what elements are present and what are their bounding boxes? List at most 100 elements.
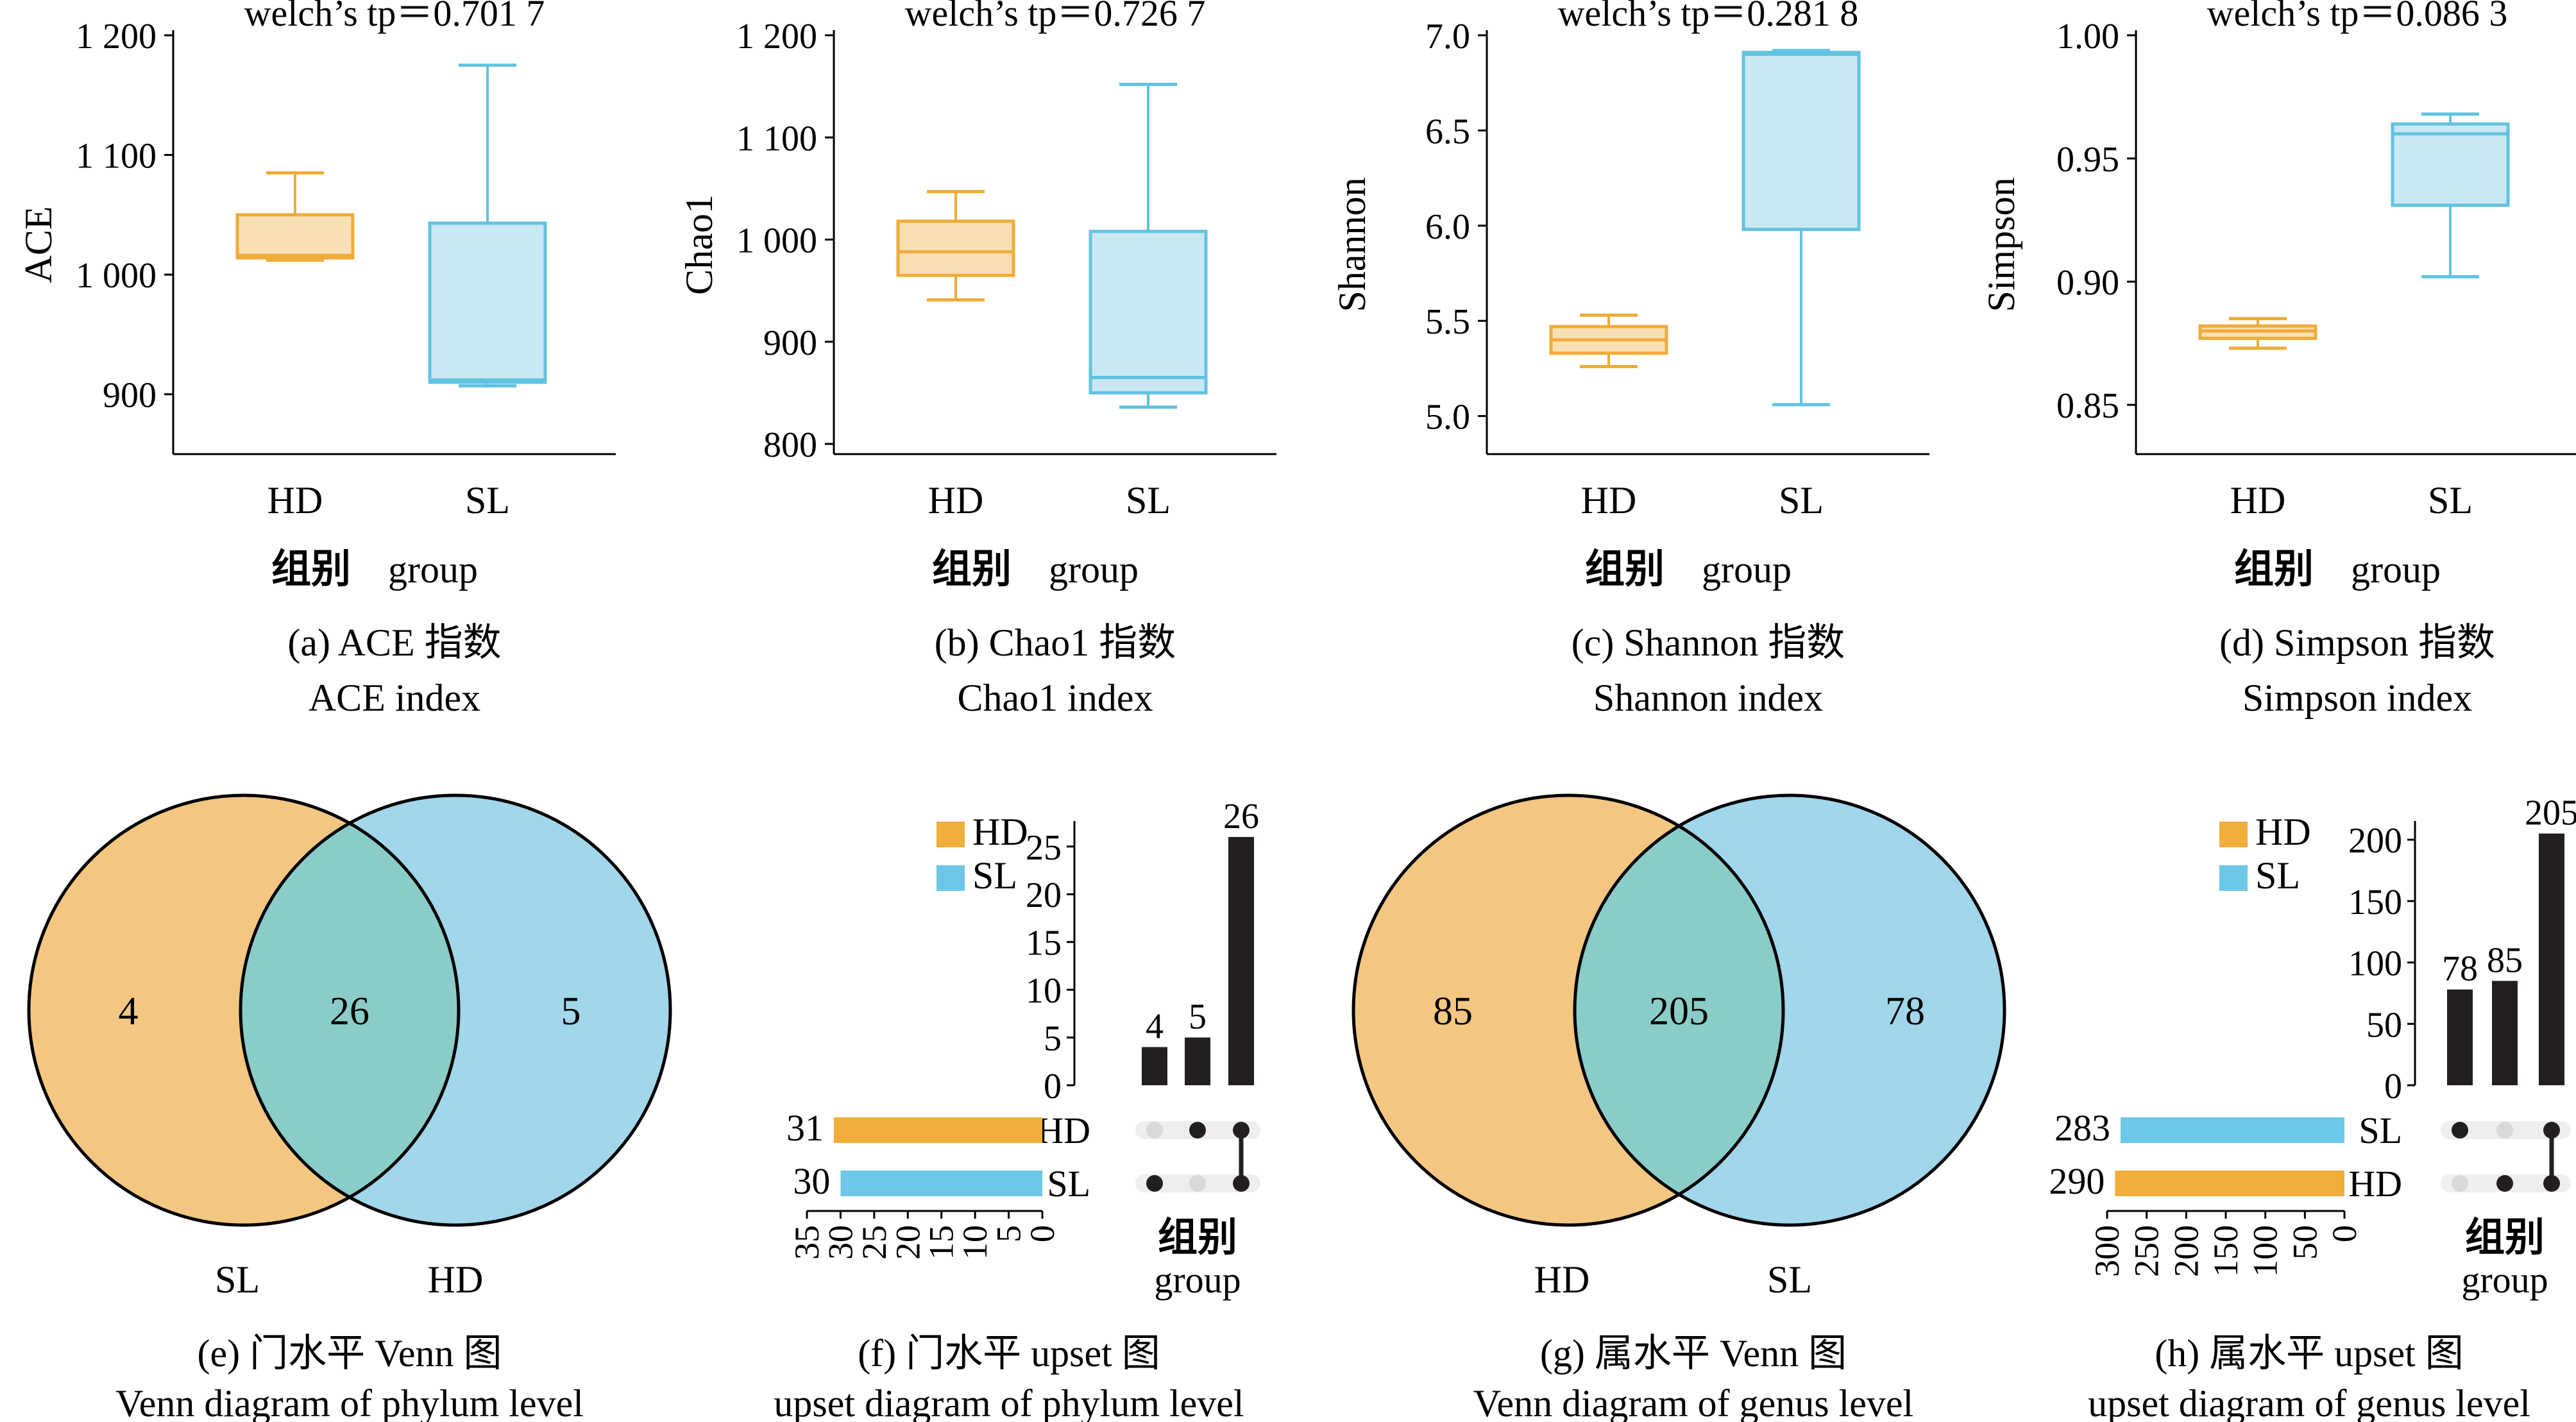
group-label-cn: 组别	[2465, 1215, 2545, 1260]
dot-filled	[2452, 1122, 2468, 1138]
y-tick-label: 1 200	[76, 17, 157, 56]
x-tick-label: 50	[2285, 1225, 2324, 1260]
y-tick-label: 5.5	[1425, 302, 1470, 342]
y-axis-label: Shannon	[1331, 178, 1373, 312]
group-label-en: group	[1154, 1259, 1241, 1301]
y-tick-label: 1 000	[76, 256, 157, 296]
set-size-bar-HD	[2115, 1171, 2344, 1196]
y-tick-label: 900	[103, 376, 157, 416]
venn-set-label: SL	[215, 1258, 260, 1301]
x-tick-label: 200	[2167, 1225, 2205, 1277]
caption-en: Venn diagram of genus level	[1473, 1382, 1913, 1422]
venn-set-label: HD	[1534, 1258, 1590, 1301]
p-value-annotation: welch’s tp＝0.701 7	[244, 0, 545, 34]
x-axis-label-cn: 组别	[2234, 547, 2314, 591]
x-tick-label: 20	[888, 1225, 927, 1260]
x-tick-label: 150	[2207, 1225, 2245, 1277]
x-axis-label-en: group	[1702, 548, 1792, 591]
venn-set-label: SL	[1767, 1258, 1812, 1301]
y-tick-label: 1 100	[76, 137, 157, 176]
set-size-bar-HD	[833, 1117, 1042, 1143]
venn-panel-g: 85 205 78 HD SL (g) 属水平 Venn 图 Venn diagram of…	[1352, 793, 2006, 1422]
venn-outline	[1573, 793, 2006, 1227]
x-category-label: SL	[1779, 479, 1824, 521]
venn-count-right: 5	[561, 990, 581, 1033]
y-tick-label: 0	[1044, 1067, 1062, 1106]
legend-swatch-SL	[2219, 865, 2248, 891]
caption-cn: (b) Chao1 指数	[935, 622, 1176, 664]
box-HD	[896, 219, 1015, 277]
box-SL	[1089, 230, 1208, 394]
x-axis-label-en: group	[2351, 548, 2441, 591]
y-tick-label: 5.0	[1425, 398, 1470, 437]
caption-en: ACE index	[309, 677, 480, 719]
x-tick-label: 0	[2325, 1225, 2364, 1242]
caption-cn: (e) 门水平 Venn 图	[198, 1332, 502, 1375]
set-size-value: 290	[2049, 1160, 2105, 1202]
caption-cn: (g) 属水平 Venn 图	[1540, 1332, 1847, 1375]
dot-filled	[1189, 1122, 1206, 1138]
x-tick-label: 5	[990, 1225, 1028, 1242]
box-HD	[235, 213, 355, 260]
caption-en: upset diagram of phylum level	[774, 1382, 1244, 1422]
boxplot-panel-c: 5.0 5.5 6.0 6.5 7.0 Shannon welch’s tp＝0.281 8…	[1331, 0, 1929, 719]
dot-empty	[1189, 1175, 1206, 1192]
x-axis-label-cn: 组别	[932, 547, 1012, 591]
venn-count-intersection: 26	[330, 990, 369, 1033]
legend-label: SL	[2255, 854, 2300, 897]
x-tick-label: 10	[956, 1225, 994, 1260]
p-value-annotation: welch’s tp＝0.726 7	[905, 0, 1206, 34]
venn-count-left: 85	[1433, 990, 1473, 1033]
y-tick-label: 100	[2348, 944, 2402, 984]
y-tick-label: 0.85	[2056, 386, 2119, 426]
y-tick-label: 800	[763, 425, 817, 465]
caption-en: Simpson index	[2242, 677, 2472, 719]
x-tick-label: 30	[821, 1225, 860, 1260]
y-tick-label: 0	[2384, 1067, 2402, 1106]
legend-swatch-SL	[936, 865, 965, 891]
boxplot-panel-a: 900 1 000 1 100 1 200 ACE welch’s tp＝0.701 7 H…	[17, 0, 616, 719]
venn-outline	[239, 793, 672, 1227]
caption-en: Shannon index	[1593, 677, 1823, 719]
intersection-bar-label: 78	[2442, 949, 2478, 989]
caption-cn: (h) 属水平 upset 图	[2155, 1332, 2464, 1375]
box-SL	[2391, 122, 2510, 207]
intersection-bar-label: 205	[2525, 793, 2576, 833]
dot-empty	[2496, 1122, 2513, 1138]
dot-empty	[2452, 1175, 2468, 1192]
y-tick-label: 7.0	[1425, 17, 1470, 56]
y-tick-label: 50	[2366, 1005, 2402, 1045]
caption-en: Chao1 index	[958, 677, 1153, 719]
intersection-bar-label: 4	[1146, 1006, 1164, 1046]
x-category-label: HD	[928, 479, 984, 521]
y-tick-label: 6.5	[1425, 112, 1470, 151]
dot-row-label: HD	[2348, 1163, 2402, 1205]
box-SL	[1741, 51, 1861, 232]
intersection-bar	[1142, 1047, 1167, 1085]
caption-cn: (f) 门水平 upset 图	[858, 1332, 1160, 1375]
dot-filled	[1146, 1175, 1163, 1192]
boxplot-panel-b: 800 900 1 000 1 100 1 200 Chao1 welch’s tp＝0.7…	[678, 0, 1276, 719]
y-tick-label: 20	[1026, 876, 1062, 915]
x-tick-label: 25	[855, 1225, 894, 1260]
intersection-bar	[1185, 1037, 1210, 1085]
x-tick-label: 100	[2246, 1225, 2285, 1277]
legend-label: SL	[972, 854, 1017, 897]
venn-panel-e: 4 26 5 SL HD (e) 门水平 Venn 图 Venn diagram of ph…	[27, 793, 672, 1422]
x-category-label: SL	[465, 479, 510, 521]
x-category-label: HD	[2230, 479, 2286, 521]
y-tick-label: 1 200	[736, 17, 817, 56]
intersection-bar-label: 26	[1223, 797, 1259, 836]
p-value-annotation: welch’s tp＝0.086 3	[2207, 0, 2508, 34]
dot-row-label: SL	[1047, 1163, 1090, 1205]
venn-count-right: 78	[1885, 990, 1925, 1033]
set-size-value: 30	[793, 1160, 830, 1202]
set-size-bar-SL	[840, 1171, 1042, 1196]
caption-en: Venn diagram of phylum level	[115, 1382, 584, 1422]
set-size-value: 283	[2055, 1107, 2110, 1149]
y-tick-label: 900	[763, 323, 817, 363]
y-tick-label: 5	[1044, 1019, 1062, 1059]
x-axis-label-cn: 组别	[271, 547, 351, 591]
y-tick-label: 150	[2348, 883, 2402, 922]
